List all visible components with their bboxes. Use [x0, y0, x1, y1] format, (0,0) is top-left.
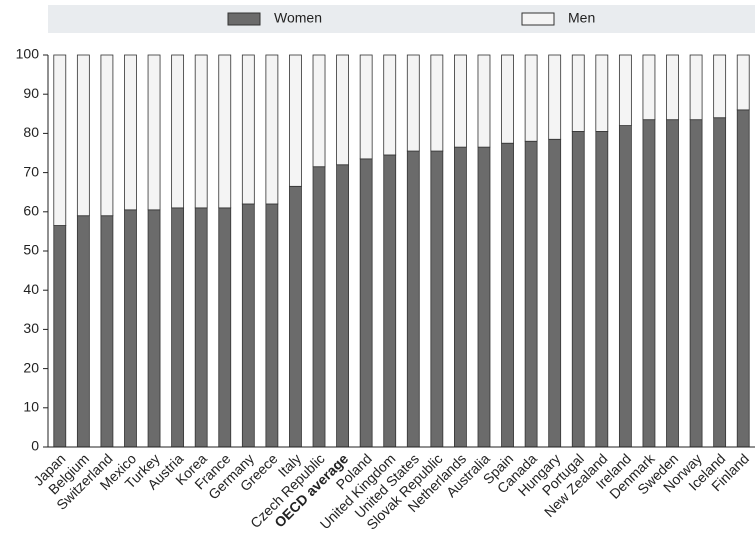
bar-segment — [359, 158, 373, 448]
bar-segment — [406, 54, 420, 152]
bar-segment — [100, 215, 114, 448]
bar-segment — [406, 150, 420, 448]
bar-segment — [53, 225, 67, 448]
bar-segment — [501, 142, 514, 448]
bar-segment — [336, 54, 349, 166]
y-tick-label: 0 — [31, 438, 39, 454]
y-tick-label: 60 — [23, 203, 39, 219]
y-tick-label: 70 — [23, 163, 39, 179]
bar-segment — [595, 131, 609, 448]
bar-segment — [76, 215, 90, 448]
bar-segment — [147, 54, 161, 211]
y-tick-label: 50 — [23, 242, 39, 258]
bar-segment — [713, 117, 727, 448]
legend-label: Men — [568, 10, 595, 26]
bar-segment — [548, 138, 562, 448]
bar-segment — [100, 54, 114, 217]
bar-segment — [312, 166, 326, 448]
legend-swatch — [521, 12, 555, 26]
bar-segment — [524, 140, 538, 448]
bar-segment — [713, 54, 727, 119]
bar-segment — [571, 54, 585, 132]
bar-segment — [171, 207, 185, 448]
y-tick-label: 20 — [23, 359, 39, 375]
bar-segment — [642, 119, 656, 448]
bar-segment — [689, 54, 703, 121]
bar-segment — [194, 54, 208, 209]
y-tick-label: 90 — [23, 85, 39, 101]
bar-segment — [218, 207, 232, 448]
bar-segment — [383, 54, 397, 156]
legend-label: Women — [274, 10, 322, 26]
bar-segment — [666, 119, 679, 448]
bar-segment — [76, 54, 90, 217]
bar-segment — [383, 154, 397, 448]
bar-segment — [194, 207, 208, 448]
bar-segment — [477, 146, 491, 448]
y-tick-label: 10 — [23, 399, 39, 415]
bar-segment — [618, 125, 632, 448]
bar-segment — [265, 203, 279, 448]
bar-segment — [454, 146, 467, 448]
bar-segment — [124, 54, 137, 211]
bar-segment — [642, 54, 656, 121]
bar-segment — [666, 54, 679, 121]
bar-segment — [218, 54, 232, 209]
bar-segment — [336, 164, 349, 448]
bar-segment — [477, 54, 491, 148]
bar-segment — [548, 54, 562, 140]
bar-segment — [241, 203, 255, 448]
bar-segment — [171, 54, 185, 209]
y-tick-label: 100 — [16, 46, 40, 62]
bar-segment — [736, 54, 750, 111]
legend-background — [48, 5, 755, 33]
bar-segment — [736, 109, 750, 448]
y-tick-label: 30 — [23, 320, 39, 336]
bar-segment — [524, 54, 538, 142]
bar-segment — [571, 131, 585, 448]
bar-segment — [430, 150, 444, 448]
bar-segment — [689, 119, 703, 448]
bar-segment — [501, 54, 514, 144]
bar-segment — [289, 185, 302, 448]
bar-segment — [241, 54, 255, 205]
legend-swatch — [227, 12, 261, 26]
bar-segment — [147, 209, 161, 448]
bar-segment — [454, 54, 467, 148]
bar-segment — [124, 209, 137, 448]
bar-segment — [359, 54, 373, 160]
y-tick-label: 80 — [23, 124, 39, 140]
bar-segment — [595, 54, 609, 132]
bar-segment — [312, 54, 326, 168]
bar-segment — [289, 54, 302, 187]
bar-segment — [618, 54, 632, 126]
bar-segment — [53, 54, 67, 226]
bar-segment — [265, 54, 279, 205]
bar-segment — [430, 54, 444, 152]
y-tick-label: 40 — [23, 281, 39, 297]
